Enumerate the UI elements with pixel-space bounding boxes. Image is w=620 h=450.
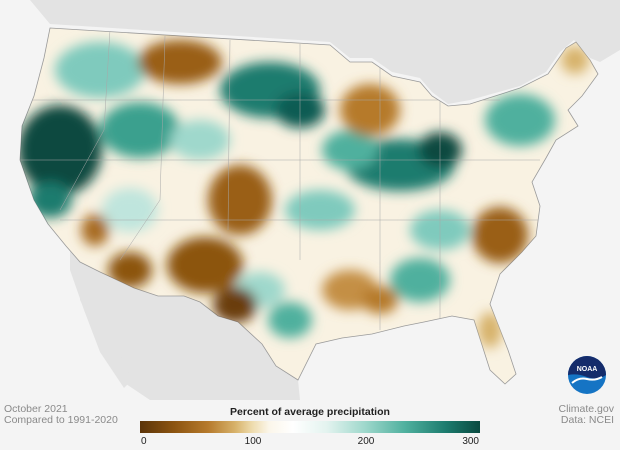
legend-tick-100: 100 <box>244 436 262 447</box>
noaa-logo-icon: NOAA <box>568 356 606 394</box>
period-label: October 2021 <box>4 403 68 415</box>
legend-color-bar <box>140 421 480 433</box>
map-graphic <box>0 0 620 400</box>
legend-tick-200: 200 <box>357 436 375 447</box>
canada-landmass <box>0 0 620 104</box>
legend-title: Percent of average precipitation <box>230 406 390 418</box>
baseline-label: Compared to 1991-2020 <box>4 414 118 426</box>
precipitation-map: NOAA <box>0 0 620 400</box>
mexico-landmass <box>80 262 300 400</box>
source-credit: Climate.gov <box>558 403 614 415</box>
state-boundaries <box>20 29 540 330</box>
legend-tick-300: 300 <box>462 436 479 447</box>
legend-tick-0: 0 <box>141 436 147 447</box>
svg-text:NOAA: NOAA <box>577 366 598 373</box>
precipitation-anomaly-field <box>20 40 589 348</box>
data-credit: Data: NCEI <box>560 414 614 426</box>
baja-peninsula <box>70 250 132 388</box>
